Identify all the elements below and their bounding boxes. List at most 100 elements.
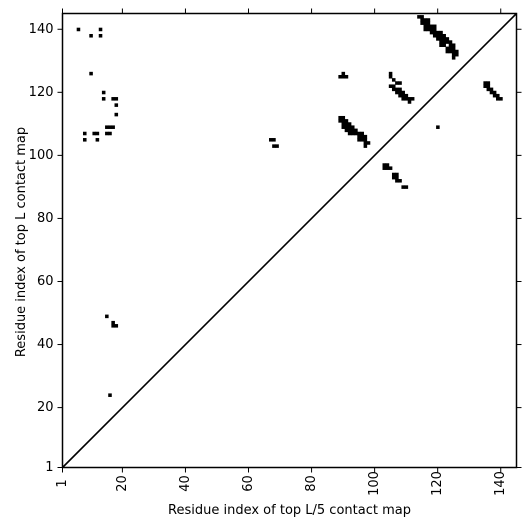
contact-point [429,27,434,32]
contact-point [101,90,106,95]
contact-point [114,324,119,328]
contact-point [486,84,491,88]
contact-point [341,74,346,79]
contact-point [486,81,491,85]
contact-point [439,43,443,47]
contact-point [404,185,409,189]
y-tick-label: 80 [37,211,54,226]
contact-point [398,87,402,92]
contact-point [426,21,431,25]
contact-point [388,166,393,170]
contact-point [338,74,342,79]
contact-point [82,138,87,142]
contact-point [95,131,100,136]
x-tick-label: 80 [304,475,319,492]
contact-point [391,172,396,177]
contact-point [442,43,446,47]
contact-point [426,24,431,29]
contact-point [350,131,355,136]
contact-point [95,138,100,142]
contact-point [114,97,119,101]
contact-point [451,52,456,57]
x-tick-label: 100 [367,471,382,496]
contact-point [426,27,431,32]
contact-point [388,71,393,76]
contact-point [486,87,491,92]
contact-point [407,97,412,101]
plot-frame [61,12,518,469]
contact-point [347,128,352,133]
contact-point [89,33,93,38]
contact-point [395,81,399,85]
contact-point [398,179,402,183]
contact-point [111,125,115,129]
y-tick-label: 60 [37,274,54,289]
contact-point [391,175,396,180]
contact-point [388,84,393,88]
x-tick-label: 140 [493,471,508,496]
chart-ticks [57,8,522,473]
contact-point [420,18,424,22]
contact-point [423,18,428,22]
contact-point [82,131,87,136]
contact-point [360,134,364,139]
contact-point [111,324,115,328]
chart-marks [61,12,518,469]
contact-point [385,163,390,167]
contact-point [410,97,415,101]
contact-point [496,93,500,98]
contact-point [341,119,346,123]
contact-point [451,46,456,51]
contact-point [401,185,405,189]
contact-point [401,90,405,95]
contact-point [338,115,342,120]
contact-point [448,49,453,54]
contact-point [439,30,443,35]
x-tick-label: 1 [55,479,70,487]
contact-point [395,175,399,180]
contact-point [385,166,390,170]
contact-point [448,43,453,47]
contact-point [395,172,399,177]
contact-point [105,125,109,129]
contact-point [111,97,115,101]
contact-point [404,93,409,98]
contact-point [448,46,453,51]
contact-point [338,119,342,123]
contact-point [398,81,402,85]
contact-point [344,74,349,79]
contact-point [395,90,399,95]
contact-point [489,90,494,95]
contact-point [439,37,443,41]
contact-point [357,131,361,136]
contact-point [401,97,405,101]
contact-point [423,27,428,32]
contact-point [426,18,431,22]
contact-point [395,87,399,92]
y-tick-label: 140 [29,22,54,37]
contact-point [417,15,421,19]
contact-point [432,27,437,32]
contact-point [439,33,443,38]
contact-point [489,87,494,92]
contact-point [363,144,368,148]
contact-point [420,15,424,19]
contact-point [357,138,361,142]
contact-point [269,138,273,142]
contact-point [360,138,364,142]
contact-point [420,21,424,25]
contact-point [108,393,112,397]
contact-point [363,134,368,139]
contact-point [436,125,440,129]
contact-point [448,40,453,44]
contact-point [357,134,361,139]
contact-point [360,131,364,136]
contact-point [483,84,487,88]
contact-point [445,49,450,54]
contact-point [98,27,103,32]
contact-point [76,27,81,32]
contact-point [89,71,93,76]
contact-point [432,30,437,35]
y-tick-label: 120 [29,85,54,100]
